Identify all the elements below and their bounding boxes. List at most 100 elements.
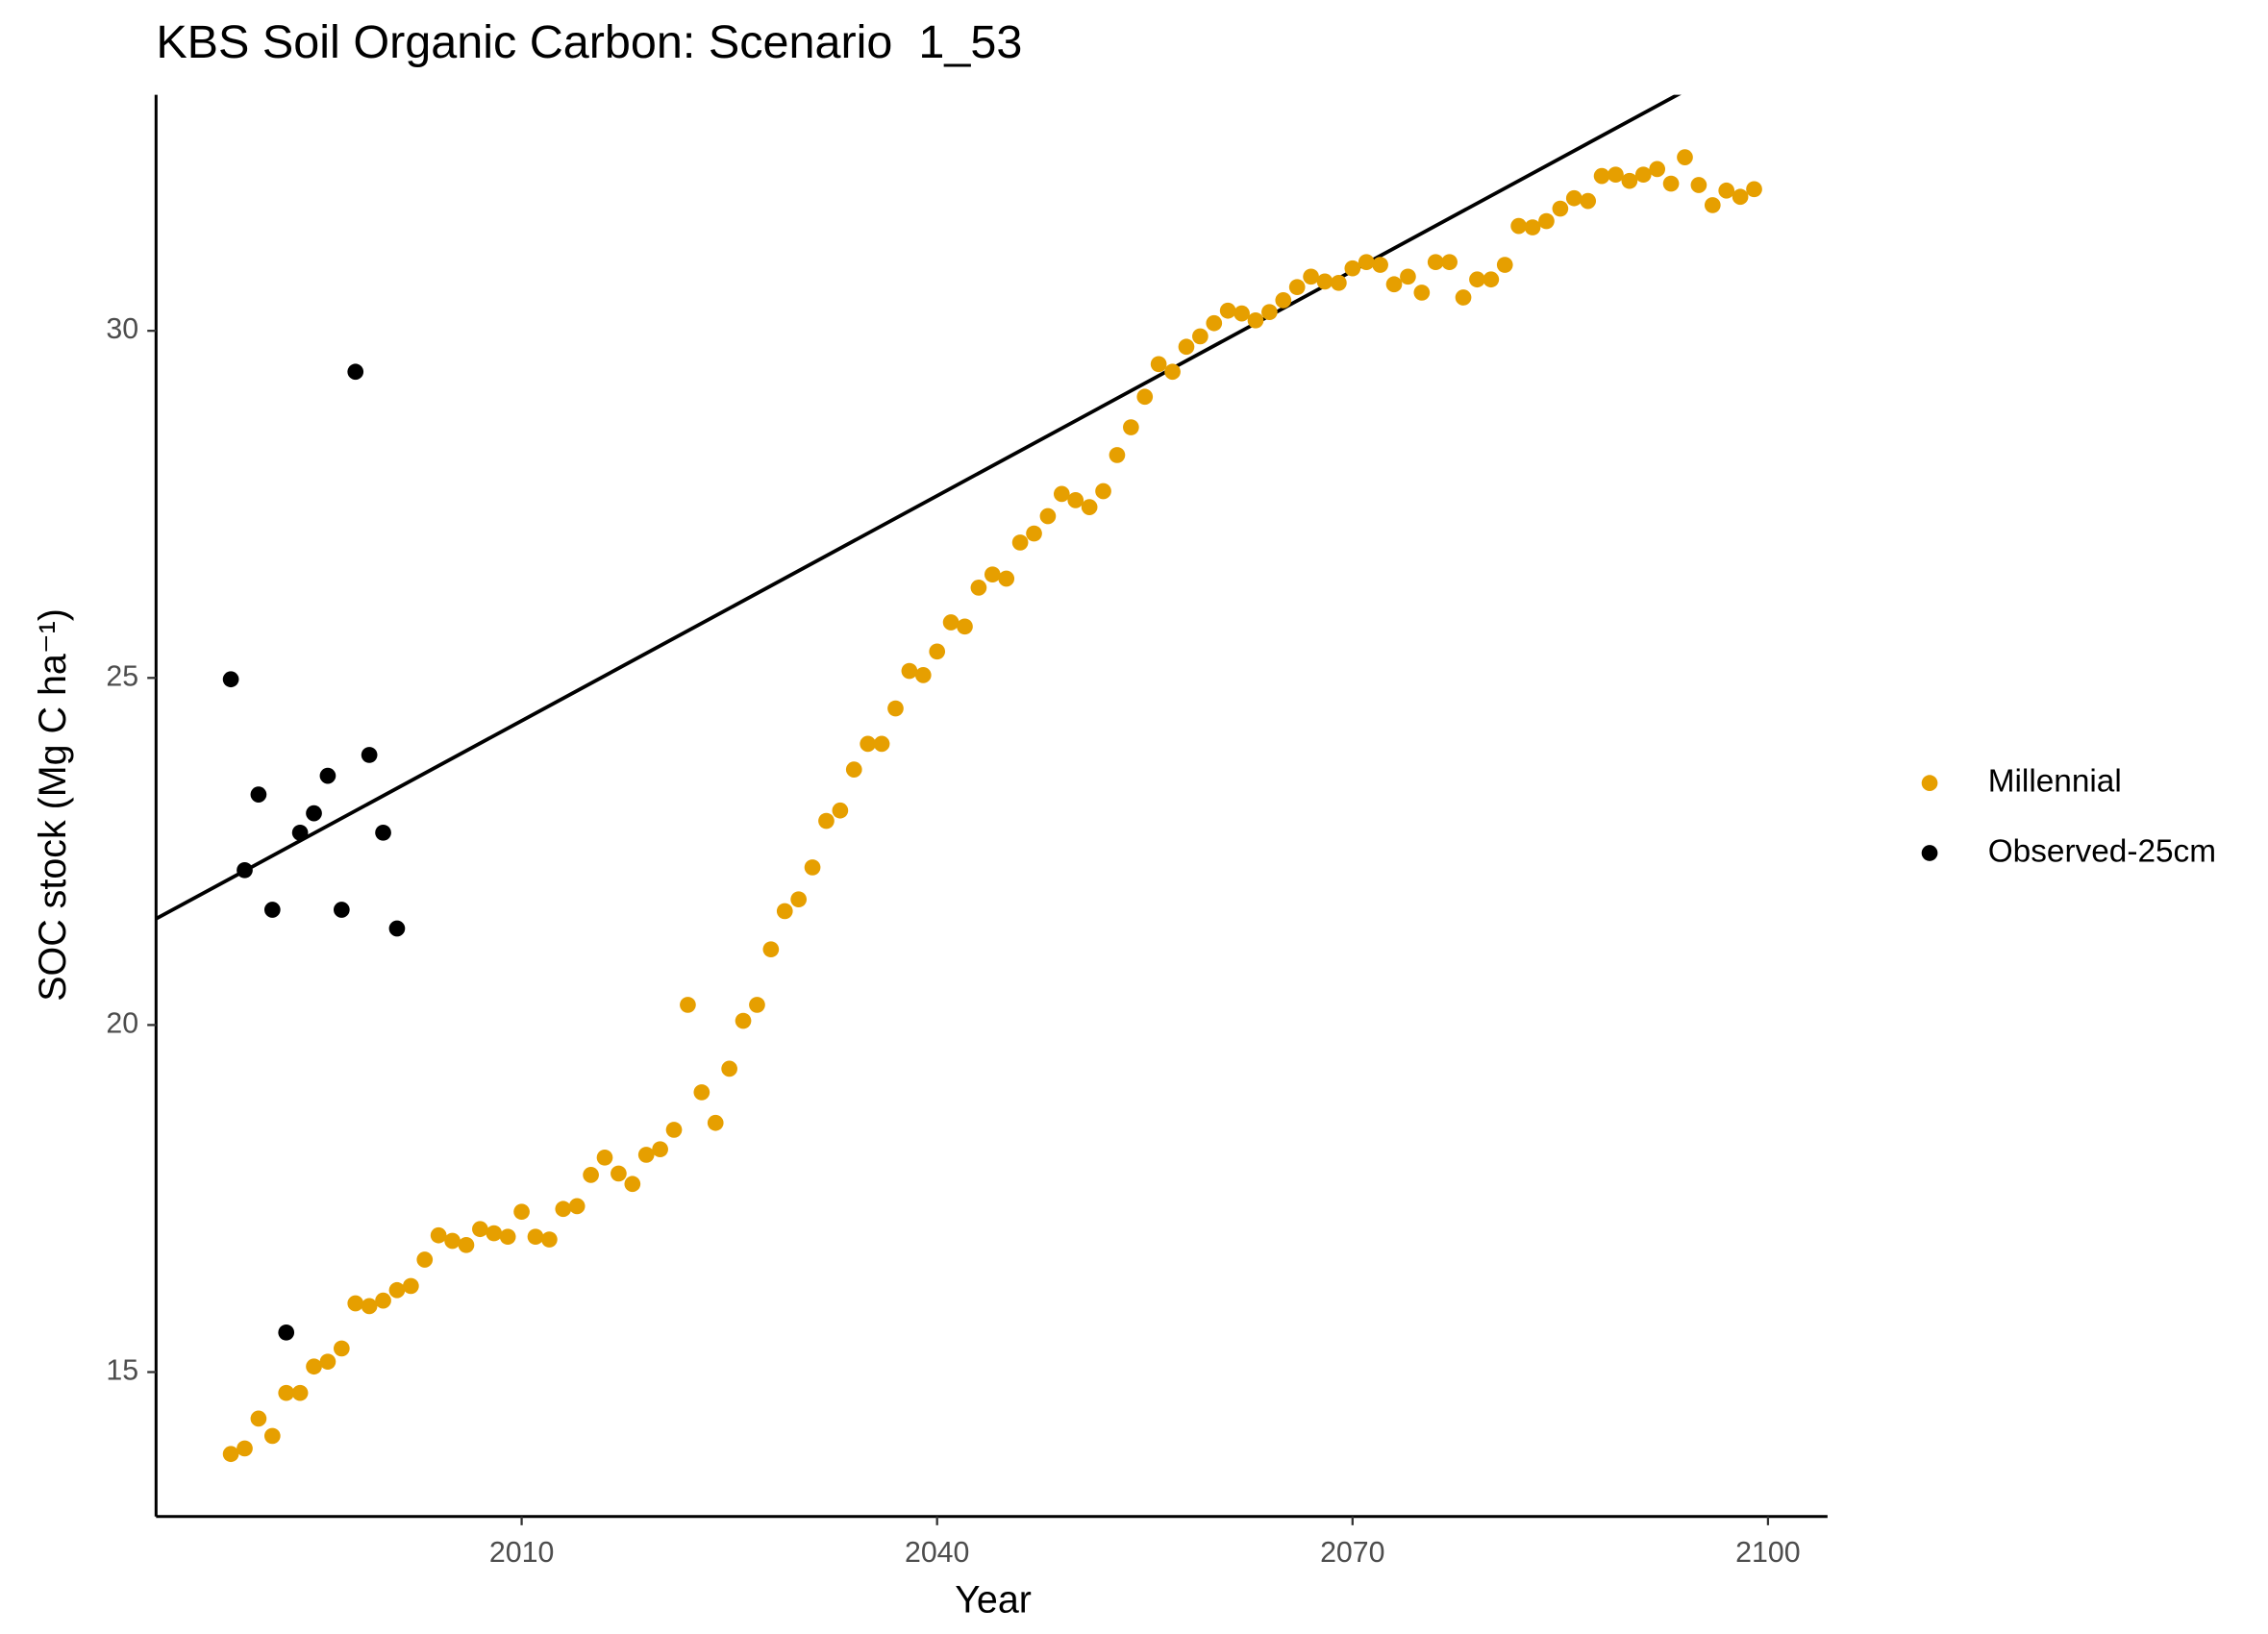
data-point — [416, 1251, 434, 1268]
data-point — [486, 1225, 503, 1242]
data-point — [1095, 483, 1111, 500]
data-point — [1303, 268, 1319, 285]
data-point — [804, 859, 821, 876]
data-point — [430, 1226, 447, 1244]
data-point — [832, 802, 849, 819]
data-point — [1136, 388, 1154, 406]
data-point — [762, 941, 780, 958]
data-point — [1469, 271, 1485, 288]
data-point — [444, 1232, 461, 1250]
data-point — [222, 1446, 239, 1463]
data-point — [306, 1358, 322, 1375]
data-point — [1746, 181, 1762, 198]
data-point — [306, 805, 322, 822]
data-point — [914, 667, 932, 683]
data-point — [957, 618, 973, 635]
data-point — [1331, 274, 1347, 291]
legend-label: Millennial — [1988, 763, 2122, 799]
data-point — [749, 997, 765, 1013]
data-point — [1192, 328, 1209, 345]
data-point — [860, 735, 877, 753]
data-point — [1704, 197, 1721, 213]
data-point — [1455, 289, 1472, 306]
data-point — [1372, 257, 1388, 273]
data-point — [222, 671, 239, 688]
data-point — [541, 1231, 558, 1248]
data-point — [1053, 485, 1070, 503]
x-tick-label: 2010 — [489, 1537, 554, 1569]
data-point — [1219, 302, 1236, 319]
data-point — [1206, 314, 1223, 332]
data-point — [1358, 254, 1375, 271]
data-point — [1344, 260, 1361, 277]
data-point — [1483, 271, 1500, 288]
data-point — [1427, 254, 1444, 271]
data-point — [596, 1149, 613, 1166]
data-point — [1580, 192, 1597, 210]
legend-marker — [1921, 775, 1938, 791]
data-point — [637, 1147, 655, 1163]
data-point — [1496, 257, 1513, 273]
data-point — [1150, 356, 1167, 373]
data-point — [1634, 166, 1652, 184]
data-point — [776, 903, 793, 920]
x-tick-label: 2070 — [1320, 1537, 1384, 1569]
data-point — [361, 747, 378, 763]
data-point — [1677, 149, 1693, 165]
data-point — [1316, 273, 1333, 290]
data-point — [403, 1277, 419, 1295]
data-point — [818, 812, 835, 829]
data-point — [1524, 219, 1541, 235]
y-tick-label: 25 — [106, 660, 138, 692]
data-point — [680, 997, 696, 1013]
y-tick-label: 20 — [106, 1007, 138, 1039]
data-point — [278, 1384, 295, 1401]
data-point — [721, 1060, 737, 1077]
data-point — [1081, 499, 1098, 515]
data-point — [278, 1324, 295, 1341]
data-point — [611, 1165, 627, 1182]
data-point — [527, 1228, 544, 1246]
data-point — [250, 786, 267, 803]
data-point — [1538, 212, 1555, 230]
data-point — [873, 735, 890, 753]
data-point — [970, 580, 987, 596]
data-point — [388, 920, 406, 937]
data-point — [291, 824, 309, 841]
data-point — [250, 1410, 267, 1427]
data-point — [333, 902, 350, 918]
data-point — [388, 1281, 406, 1299]
data-point — [1718, 182, 1735, 199]
data-point — [1510, 217, 1527, 235]
data-point — [1649, 161, 1666, 178]
data-point — [1011, 534, 1029, 551]
data-point — [845, 761, 862, 778]
data-point — [1067, 492, 1084, 508]
data-point — [568, 1198, 586, 1215]
data-point — [1234, 305, 1250, 322]
data-point — [1608, 166, 1624, 184]
data-point — [998, 570, 1015, 587]
y-axis-title: SOC stock (Mg C ha⁻¹) — [32, 608, 74, 1002]
data-point — [333, 1340, 350, 1357]
data-point — [1662, 175, 1680, 192]
data-point — [237, 861, 253, 879]
x-tick-label: 2040 — [905, 1537, 969, 1569]
data-point — [929, 643, 946, 660]
data-point — [1621, 172, 1638, 189]
trend-line — [156, 94, 1682, 921]
data-point — [361, 1298, 378, 1315]
data-point — [513, 1203, 530, 1221]
data-point — [237, 1440, 253, 1457]
data-point — [472, 1221, 488, 1238]
plot-area — [156, 94, 1762, 1463]
data-point — [1288, 279, 1306, 296]
data-point — [1441, 254, 1458, 271]
data-point — [901, 662, 918, 680]
data-point — [375, 1292, 391, 1309]
data-point — [263, 902, 281, 918]
data-point — [1565, 189, 1583, 207]
data-point — [1026, 525, 1042, 542]
data-point — [583, 1167, 599, 1183]
